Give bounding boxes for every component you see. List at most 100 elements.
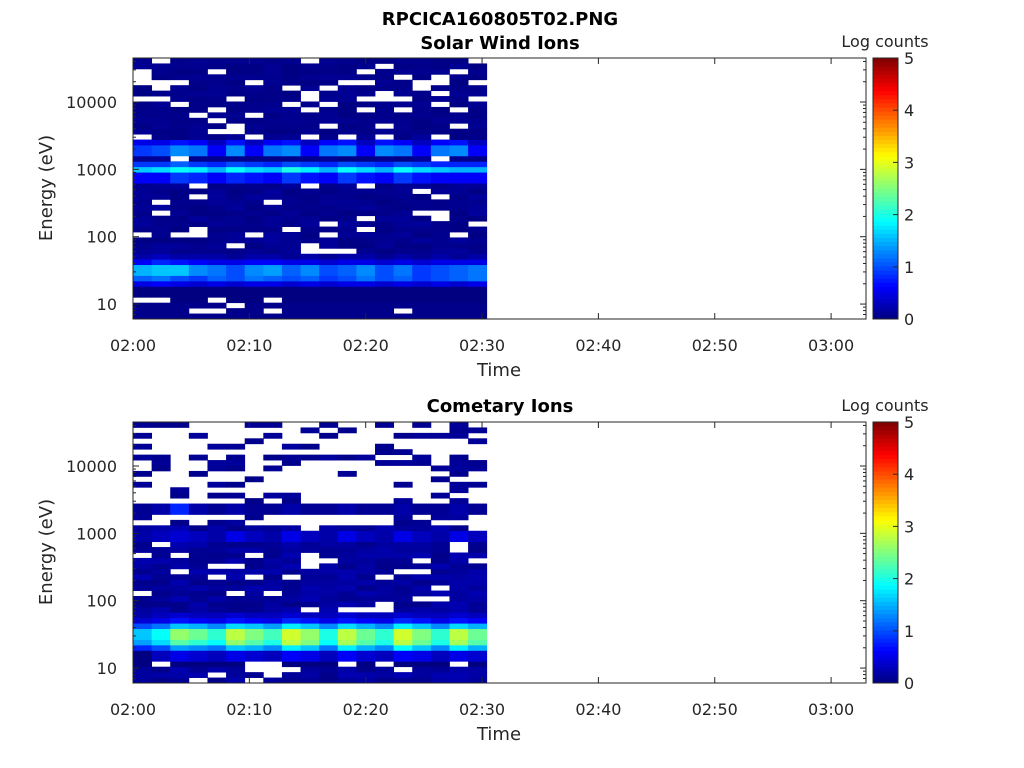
- heatmap-cell: [263, 280, 283, 287]
- colorbar-swatch: [873, 438, 898, 443]
- heatmap-cell: [263, 530, 283, 537]
- heatmap-cell: [188, 215, 208, 222]
- heatmap-cell: [300, 221, 320, 227]
- heatmap-cell: [207, 101, 227, 108]
- heatmap-cell: [188, 432, 208, 439]
- heatmap-cell: [300, 677, 320, 684]
- heatmap-cell: [356, 623, 376, 630]
- heatmap-cell: [412, 248, 432, 255]
- heatmap-cell: [300, 297, 320, 304]
- x-tick-label: 02:50: [692, 336, 738, 355]
- heatmap-cell: [207, 63, 227, 70]
- heatmap-cell: [468, 297, 488, 304]
- colorbar-swatch: [873, 74, 898, 79]
- heatmap-cell: [468, 85, 488, 92]
- heatmap-cell: [356, 286, 376, 293]
- heatmap-cell: [300, 639, 320, 646]
- heatmap-cell: [337, 644, 357, 651]
- heatmap-cell: [300, 509, 320, 515]
- heatmap-cell: [244, 226, 264, 233]
- heatmap-cell: [393, 128, 413, 135]
- heatmap-cell: [412, 628, 432, 635]
- heatmap-cell: [300, 443, 320, 450]
- heatmap-cell: [449, 253, 469, 260]
- heatmap-cell: [356, 509, 376, 515]
- heatmap-cell: [449, 280, 469, 287]
- heatmap-cell: [281, 63, 301, 70]
- heatmap-cell: [170, 313, 190, 320]
- heatmap-cell: [393, 155, 413, 162]
- heatmap-cell: [244, 634, 264, 640]
- x-tick-label: 02:00: [110, 700, 156, 719]
- heatmap-cell: [356, 139, 376, 146]
- heatmap-cell: [133, 541, 153, 548]
- heatmap-cell: [133, 432, 153, 439]
- heatmap-cell: [375, 161, 395, 168]
- heatmap-cell: [170, 519, 190, 526]
- colorbar-swatch: [873, 487, 898, 492]
- colorbar-swatch: [873, 597, 898, 602]
- heatmap-cell: [337, 617, 357, 624]
- colorbar-swatch: [873, 127, 898, 132]
- heatmap-cell: [449, 606, 469, 613]
- colorbar-swatch: [873, 515, 898, 521]
- heatmap-cell: [281, 579, 301, 586]
- heatmap-cell: [170, 579, 190, 586]
- heatmap-cell: [337, 280, 357, 287]
- colorbar-swatch: [873, 662, 898, 668]
- heatmap-cell: [393, 63, 413, 70]
- heatmap-cell: [151, 237, 171, 244]
- heatmap-cell: [170, 492, 190, 499]
- x-tick-label: 02:40: [575, 336, 621, 355]
- heatmap-cell: [226, 606, 246, 613]
- heatmap-cell: [226, 644, 246, 651]
- heatmap-cell: [207, 677, 227, 684]
- heatmap-cell: [170, 563, 190, 570]
- heatmap-cell: [375, 150, 395, 157]
- heatmap-cell: [430, 465, 450, 472]
- colorbar-swatch: [873, 98, 898, 104]
- heatmap-cell: [412, 155, 432, 162]
- heatmap-cell: [151, 101, 171, 108]
- heatmap-cell: [468, 552, 488, 559]
- heatmap-cell: [449, 302, 469, 309]
- heatmap-cell: [207, 79, 227, 86]
- heatmap-cell: [449, 498, 469, 504]
- heatmap-cell: [449, 85, 469, 92]
- heatmap-cell: [468, 280, 488, 287]
- heatmap-cell: [244, 85, 264, 92]
- heatmap-cell: [133, 617, 153, 624]
- heatmap-cell: [375, 639, 395, 646]
- heatmap-cell: [170, 623, 190, 630]
- heatmap-cell: [356, 242, 376, 249]
- heatmap-cell: [430, 530, 450, 537]
- heatmap-cell: [375, 286, 395, 293]
- heatmap-cell: [337, 183, 357, 189]
- heatmap-cell: [356, 655, 376, 662]
- heatmap-cell: [133, 63, 153, 70]
- heatmap-cell: [468, 590, 488, 597]
- colorbar-swatch: [873, 155, 898, 161]
- heatmap-cell: [207, 112, 227, 119]
- heatmap-cell: [151, 590, 171, 597]
- heatmap-cell: [449, 101, 469, 108]
- heatmap-cell: [133, 280, 153, 287]
- heatmap-cell: [281, 177, 301, 184]
- heatmap-cell: [449, 677, 469, 684]
- heatmap-cell: [263, 96, 283, 102]
- heatmap-cell: [244, 557, 264, 564]
- heatmap-cell: [244, 183, 264, 189]
- heatmap-cell: [319, 596, 339, 602]
- heatmap-cell: [244, 63, 264, 70]
- heatmap-cell: [319, 585, 339, 591]
- heatmap-cell: [319, 509, 339, 515]
- heatmap-cell: [412, 193, 432, 200]
- axis-ticks: 02:00 02:10 02:20 02:30 02:40 02:50 03:0010100…: [66, 422, 866, 719]
- heatmap-cell: [468, 563, 488, 570]
- heatmap-cell: [170, 601, 190, 608]
- figure-title: RPCICA160805T02.PNG: [382, 9, 618, 30]
- colorbar-swatch: [873, 462, 898, 468]
- heatmap-cell: [356, 166, 376, 173]
- heatmap-cell: [449, 470, 469, 477]
- heatmap-cell: [468, 155, 488, 162]
